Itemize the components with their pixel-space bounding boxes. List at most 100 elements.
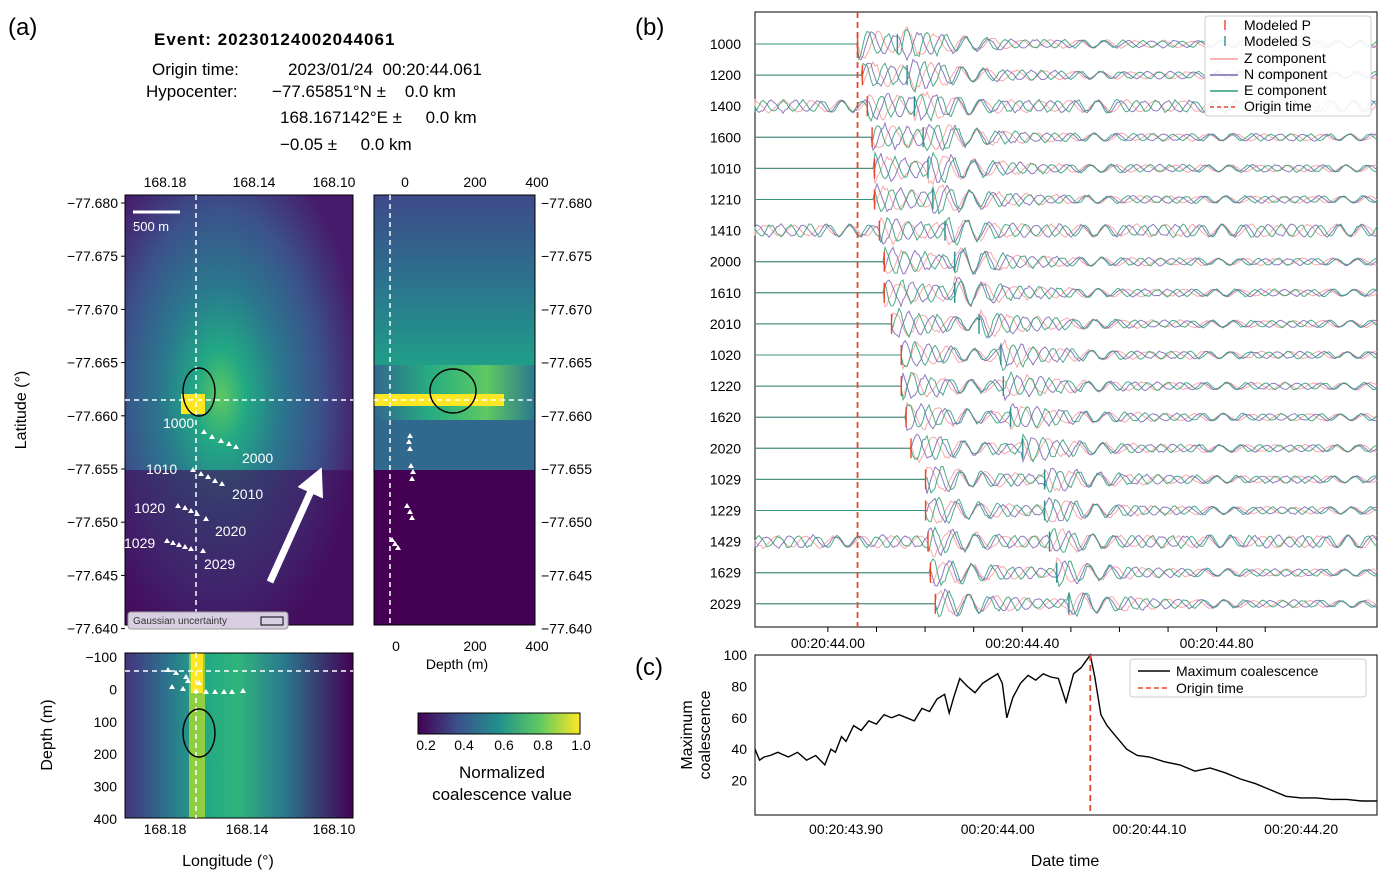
- station-marker: [173, 670, 179, 675]
- lat-tick-right: −77.660: [541, 408, 592, 424]
- station-label: 1600: [710, 129, 741, 145]
- colorbar-gradient: [417, 712, 581, 735]
- station-label: 1410: [710, 223, 741, 239]
- colorbar-label-line2: coalescence value: [432, 785, 572, 804]
- station-label: 1620: [710, 409, 741, 425]
- time-tick: 00:20:44.80: [1180, 635, 1254, 651]
- coalescence-x-ticks: 00:20:43.90 00:20:44.00 00:20:44.10 00:20:4…: [809, 821, 1338, 837]
- xlabel-date-time: Date time: [1031, 853, 1100, 870]
- station-marker: [200, 548, 206, 553]
- waveform-trace: [754, 216, 1378, 246]
- colorbar-tick: 0.6: [494, 737, 514, 753]
- lon-depth-stations: [165, 667, 246, 694]
- lat-tick: −77.660: [67, 408, 118, 424]
- station-marker: [203, 516, 209, 521]
- waveform-trace: [755, 340, 1378, 372]
- station-label: 1610: [710, 285, 741, 301]
- station-marker: [188, 508, 194, 513]
- station-label: 2020: [710, 440, 741, 456]
- station-marker: [182, 544, 188, 549]
- lat-tick-right: −77.655: [541, 461, 592, 477]
- direction-arrow: [266, 467, 324, 584]
- station-marker: [201, 429, 207, 434]
- coal-y-tick: 20: [731, 773, 747, 789]
- depth-tick-bottom: 0: [392, 638, 400, 654]
- depth-lat-top-ticks: 0 200 400: [401, 174, 549, 190]
- ylabel-depth: Depth (m): [39, 699, 56, 770]
- station-marker: [226, 441, 232, 446]
- lat-tick-right: −77.675: [541, 248, 592, 264]
- gaussian-legend-box: [127, 611, 289, 630]
- ylabel-coalescence-2: coalescence: [697, 690, 714, 779]
- event-title: Event: 20230124002044061: [154, 30, 396, 49]
- lat-tick-right: −77.665: [541, 355, 592, 371]
- lon-tick-bottom: 168.14: [226, 821, 269, 837]
- legend-e: E component: [1244, 82, 1327, 98]
- legend-z: Z component: [1244, 50, 1326, 66]
- depth-lat-frame: [373, 194, 536, 626]
- station-marker: [196, 680, 202, 685]
- depth-tick: 400: [94, 811, 118, 827]
- station-marker: [205, 474, 211, 479]
- depth-tick: 0: [109, 681, 117, 697]
- depth-tick-bottom: 400: [525, 638, 549, 654]
- coal-legend-box: [1129, 658, 1367, 698]
- gaussian-legend-swatch: [260, 616, 284, 626]
- ylabel-coalescence-1: Maximum: [679, 700, 696, 769]
- station-marker: [212, 689, 218, 694]
- station-label: 1210: [710, 192, 741, 208]
- colorbar-tick: 0.8: [533, 737, 553, 753]
- colorbar: 0.2 0.4 0.6 0.8 1.0 Normalized coalescen…: [416, 712, 591, 804]
- station-label-2010: 2010: [232, 486, 263, 502]
- xlabel-depth: Depth (m): [426, 656, 488, 672]
- lat-tick-right: −77.670: [541, 301, 592, 317]
- station-marker: [389, 537, 395, 542]
- coal-y-tick: 100: [724, 647, 748, 663]
- lon-depth-frame: [124, 652, 354, 819]
- station-label-1029: 1029: [124, 535, 155, 551]
- lon-tick-bottom: 168.10: [313, 821, 356, 837]
- lat-tick-right: −77.645: [541, 567, 592, 583]
- station-label: 2029: [710, 596, 741, 612]
- station-marker: [233, 444, 239, 449]
- station-marker: [221, 689, 227, 694]
- lat-tick: −77.665: [67, 355, 118, 371]
- lon-depth-band: [189, 653, 205, 818]
- station-marker: [410, 469, 416, 474]
- waveform-trace: [754, 528, 1378, 558]
- station-marker: [185, 678, 191, 683]
- waveform-trace: [755, 185, 1378, 216]
- waveform-trace: [755, 403, 1378, 429]
- depth-tick: 300: [94, 779, 118, 795]
- time-tick: 00:20:44.00: [791, 635, 865, 651]
- colorbar-tick: 1.0: [571, 737, 591, 753]
- waveform-legend: Modeled P Modeled S Z component N compon…: [1204, 15, 1372, 117]
- hypocenter-label: Hypocenter:: [146, 82, 238, 101]
- depth-tick: 200: [94, 746, 118, 762]
- legend-labels: Modeled P Modeled S Z component N compon…: [1244, 17, 1327, 114]
- coal-legend-origin: Origin time: [1176, 680, 1244, 696]
- station-marker: [175, 503, 181, 508]
- coal-y-tick: 80: [731, 678, 747, 694]
- waveform-trace: [755, 307, 1378, 340]
- waveform-trace: [755, 589, 1378, 618]
- station-marker: [193, 688, 199, 693]
- legend-origin: Origin time: [1244, 98, 1312, 114]
- lon-depth-x-ticks: 168.18 168.14 168.10: [144, 821, 356, 837]
- waveform-trace: [755, 371, 1378, 402]
- lon-depth-y-ticks: −100 0 100 200 300 400: [85, 649, 117, 827]
- station-marker: [165, 667, 171, 672]
- depth-lat-ellipse: [429, 368, 477, 414]
- depth-lat-upper: [374, 195, 535, 365]
- depth-tick: 100: [94, 714, 118, 730]
- lat-tick-right: −77.650: [541, 514, 592, 530]
- waveform-trace: [755, 245, 1378, 276]
- station-marker: [188, 546, 194, 551]
- station-label: 1010: [710, 160, 741, 176]
- coal-x-tick: 00:20:43.90: [809, 821, 883, 837]
- station-marker: [392, 541, 398, 546]
- lat-tick-right: −77.680: [541, 195, 592, 211]
- legend-box: [1204, 15, 1372, 117]
- map-stations: [164, 429, 239, 553]
